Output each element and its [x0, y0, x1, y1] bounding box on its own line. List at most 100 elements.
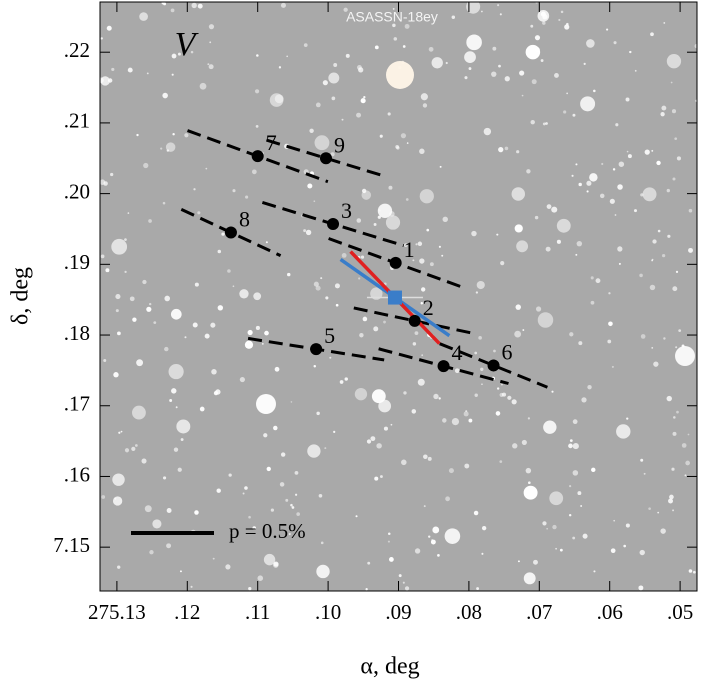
- background-star: [451, 15, 456, 19]
- background-star: [212, 557, 215, 560]
- background-star: [315, 285, 321, 291]
- background-star: [100, 37, 103, 40]
- background-star: [402, 45, 406, 48]
- background-star: [210, 322, 216, 328]
- background-star: [476, 587, 480, 590]
- y-tick-label: .19: [64, 250, 90, 274]
- x-tick-label: 275.13: [88, 600, 146, 624]
- background-star: [100, 179, 106, 185]
- background-star: [673, 416, 676, 419]
- background-star: [586, 180, 592, 186]
- background-star: [473, 510, 479, 516]
- background-star: [193, 188, 196, 191]
- scale-bar-label: p = 0.5%: [229, 519, 306, 543]
- background-star: [392, 23, 396, 28]
- background-star: [451, 417, 460, 426]
- background-star: [666, 395, 672, 402]
- background-star: [132, 405, 146, 420]
- background-star: [380, 392, 383, 395]
- background-star: [431, 57, 443, 69]
- background-star: [586, 190, 589, 193]
- background-star: [527, 417, 530, 420]
- background-star: [194, 282, 199, 287]
- background-star: [377, 203, 393, 218]
- background-star: [499, 13, 502, 16]
- background-star: [526, 169, 531, 174]
- background-star: [273, 562, 279, 568]
- background-star: [500, 261, 505, 266]
- background-star: [152, 519, 162, 529]
- background-star: [498, 64, 501, 68]
- background-star: [642, 187, 657, 202]
- background-star: [608, 321, 613, 327]
- background-star: [377, 215, 381, 219]
- background-star: [255, 124, 259, 128]
- background-star: [549, 491, 564, 506]
- background-star: [111, 238, 128, 255]
- background-star: [149, 302, 152, 306]
- background-star: [401, 459, 407, 466]
- star: [437, 360, 450, 373]
- background-star: [386, 61, 414, 89]
- background-star: [333, 63, 338, 67]
- background-star: [616, 424, 631, 439]
- background-star: [523, 485, 538, 500]
- background-star: [215, 389, 221, 395]
- background-star: [531, 79, 537, 85]
- background-star: [269, 93, 284, 107]
- background-star: [633, 209, 637, 213]
- background-star: [414, 331, 419, 335]
- background-star: [656, 160, 661, 166]
- background-star: [127, 67, 133, 73]
- background-star: [534, 47, 540, 53]
- background-star: [239, 377, 245, 383]
- background-star: [555, 547, 557, 550]
- background-star: [274, 94, 284, 104]
- background-star: [545, 122, 548, 125]
- background-star: [261, 342, 264, 345]
- background-star: [672, 286, 678, 292]
- background-star: [514, 224, 523, 233]
- background-star: [127, 212, 130, 214]
- background-star: [590, 276, 594, 280]
- background-star: [593, 89, 596, 93]
- background-star: [322, 80, 328, 86]
- background-star: [507, 395, 512, 400]
- background-star: [666, 188, 670, 193]
- background-star: [669, 494, 674, 500]
- background-star: [270, 508, 274, 512]
- background-star: [303, 229, 307, 233]
- background-star: [358, 277, 361, 280]
- star: [327, 218, 340, 231]
- background-star: [143, 162, 149, 169]
- background-star: [556, 239, 561, 244]
- background-star: [199, 406, 205, 412]
- background-star: [343, 7, 348, 12]
- background-star: [445, 496, 450, 502]
- background-star: [617, 184, 623, 190]
- background-star: [516, 150, 520, 154]
- background-star: [652, 239, 657, 244]
- background-star: [295, 493, 298, 496]
- background-star: [387, 540, 390, 543]
- x-tick-label: .12: [174, 600, 200, 624]
- background-star: [345, 53, 350, 58]
- background-star: [533, 559, 538, 565]
- background-star: [601, 162, 604, 166]
- background-star: [551, 206, 558, 213]
- background-star: [190, 585, 193, 588]
- background-star: [136, 359, 144, 367]
- background-star: [361, 188, 367, 194]
- background-star: [388, 532, 391, 536]
- background-star: [376, 443, 382, 449]
- background-star: [515, 304, 521, 310]
- background-star: [609, 198, 615, 204]
- background-star: [380, 475, 383, 478]
- background-star: [221, 232, 225, 236]
- background-star: [315, 102, 321, 108]
- star: [310, 343, 323, 356]
- background-star: [466, 2, 481, 14]
- background-star: [522, 329, 525, 331]
- star-field: [100, 2, 697, 591]
